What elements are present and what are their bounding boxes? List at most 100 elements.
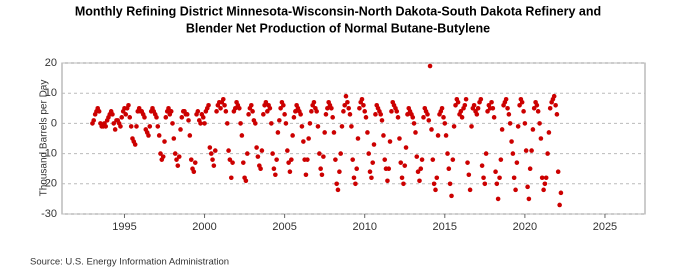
data-point: [186, 118, 191, 123]
data-point: [156, 133, 162, 138]
data-point: [446, 166, 452, 171]
data-point: [160, 154, 166, 159]
data-point: [163, 115, 169, 120]
data-point: [418, 166, 424, 171]
data-point: [333, 157, 338, 162]
data-point: [527, 166, 533, 171]
x-tick-label: 2015: [433, 221, 457, 233]
data-point: [366, 151, 372, 156]
x-tick-label: 2020: [513, 221, 537, 233]
data-point: [271, 166, 277, 171]
data-point: [162, 139, 167, 144]
data-point: [499, 127, 505, 132]
data-point: [483, 151, 489, 156]
data-point: [495, 196, 501, 202]
data-point: [490, 106, 496, 111]
data-point: [127, 115, 133, 120]
data-point: [381, 133, 386, 138]
data-point: [228, 175, 234, 181]
data-point: [207, 145, 213, 150]
data-point: [467, 187, 473, 193]
data-point: [171, 136, 177, 141]
data-point: [479, 163, 485, 168]
data-point: [355, 136, 361, 141]
data-point: [413, 130, 418, 135]
data-point: [419, 157, 425, 162]
data-point: [354, 166, 360, 171]
data-point: [379, 118, 385, 123]
y-tick-label: 0: [51, 117, 57, 129]
data-point: [214, 109, 219, 114]
data-point: [338, 151, 343, 156]
data-point: [184, 112, 190, 117]
y-tick-label: 10: [45, 87, 57, 99]
data-point: [119, 115, 125, 120]
data-point: [514, 160, 520, 165]
data-point: [455, 99, 461, 105]
data-point: [208, 151, 214, 156]
data-point: [361, 102, 366, 108]
data-point: [346, 106, 351, 111]
data-point: [447, 181, 453, 187]
data-point: [469, 124, 474, 129]
chart-title: Monthly Refining District Minnesota-Wisc…: [75, 4, 601, 18]
data-point: [331, 130, 337, 135]
data-point: [142, 115, 147, 120]
data-point: [542, 181, 548, 187]
data-point: [289, 157, 294, 162]
data-point: [112, 127, 118, 132]
data-point: [402, 163, 408, 168]
data-point: [179, 115, 185, 120]
data-point: [220, 96, 226, 102]
data-point: [158, 151, 163, 156]
data-point: [462, 102, 468, 108]
data-point: [335, 187, 341, 193]
data-point: [367, 169, 373, 175]
data-point: [359, 96, 365, 102]
data-point: [395, 115, 401, 120]
data-point: [334, 181, 339, 187]
data-point: [202, 121, 207, 126]
data-point: [191, 169, 197, 175]
data-point: [435, 133, 441, 138]
data-point: [103, 124, 109, 129]
data-point: [322, 130, 327, 135]
data-point: [445, 151, 450, 156]
data-point: [175, 163, 181, 168]
data-point: [309, 109, 314, 114]
data-point: [363, 115, 369, 120]
data-point: [415, 169, 421, 175]
data-point: [478, 96, 484, 102]
data-point: [222, 102, 227, 108]
data-point: [530, 127, 536, 132]
data-point: [91, 118, 97, 123]
data-point: [411, 121, 417, 126]
data-point: [471, 102, 477, 108]
data-point: [187, 133, 193, 138]
data-point: [315, 124, 321, 129]
data-point: [227, 157, 233, 162]
data-point: [459, 115, 465, 120]
data-point: [301, 139, 306, 144]
data-point: [557, 202, 562, 208]
data-point: [387, 139, 393, 144]
data-point: [373, 112, 378, 117]
data-point: [178, 127, 183, 132]
data-point: [510, 151, 516, 156]
data-point: [323, 112, 329, 117]
data-point: [255, 154, 261, 159]
data-point: [146, 133, 151, 138]
data-point: [123, 112, 129, 117]
data-point: [451, 124, 457, 129]
data-point: [319, 172, 325, 178]
y-tick-label: 20: [45, 57, 57, 69]
data-point: [543, 175, 549, 181]
data-point: [318, 166, 323, 171]
data-point: [466, 172, 472, 178]
data-point: [206, 102, 211, 108]
data-point: [241, 160, 246, 165]
data-point: [554, 112, 560, 117]
data-point: [278, 106, 283, 111]
data-point: [382, 157, 388, 162]
